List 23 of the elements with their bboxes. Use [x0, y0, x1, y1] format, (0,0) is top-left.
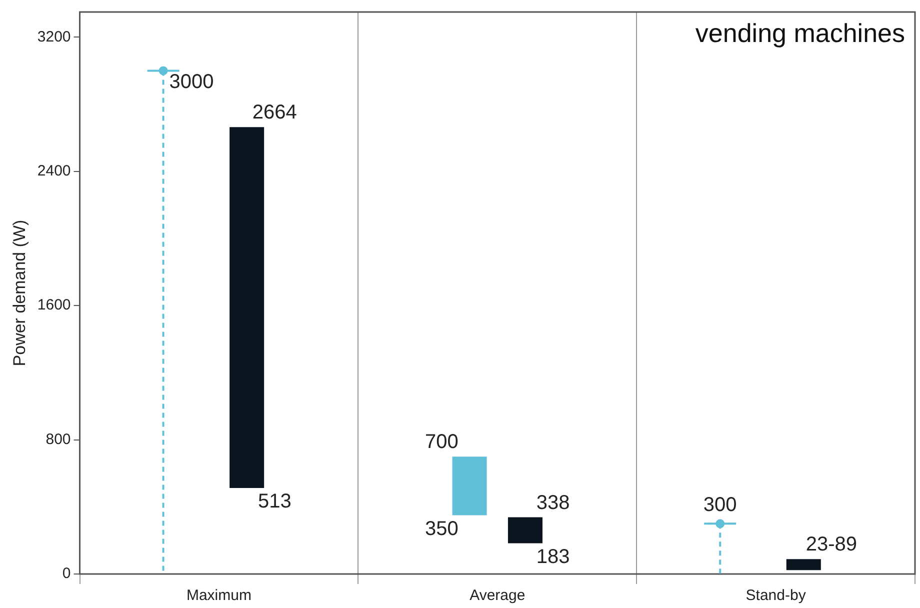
bar — [452, 456, 487, 516]
data-label: 338 — [536, 492, 570, 514]
data-label: 700 — [425, 431, 458, 454]
y-tick-label: 1600 — [37, 296, 71, 314]
x-tick-label: Average — [470, 587, 526, 604]
y-tick-label: 3200 — [37, 28, 71, 46]
chart-title: vending machines — [695, 18, 905, 48]
y-tick-label: 800 — [46, 430, 71, 448]
bar — [230, 127, 264, 488]
data-label: 2664 — [252, 102, 297, 124]
data-label: 300 — [703, 494, 737, 516]
x-tick-label: Stand-by — [746, 587, 806, 604]
y-tick-label: 0 — [62, 565, 71, 582]
x-tick-label: Maximum — [186, 587, 252, 604]
data-label: 3000 — [169, 71, 214, 94]
y-tick-label: 2400 — [37, 162, 71, 180]
y-axis-title: Power demand (W) — [10, 220, 29, 366]
data-label: 23-89 — [806, 534, 858, 556]
bar — [786, 559, 821, 570]
bar — [508, 517, 542, 544]
annotation: 513 — [258, 490, 292, 512]
annotation: 350 — [425, 518, 458, 540]
annotation: 183 — [536, 546, 570, 568]
